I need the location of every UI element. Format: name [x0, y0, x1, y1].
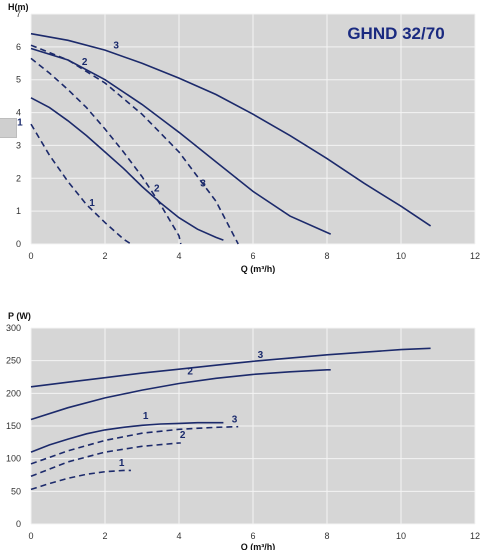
x-tick-label: 8	[324, 531, 329, 541]
x-tick-label: 2	[102, 251, 107, 261]
curve-label: 3	[200, 179, 206, 190]
y-tick-label: 4	[16, 108, 21, 118]
x-tick-label: 4	[176, 531, 181, 541]
curve-3-solid	[30, 347, 431, 388]
y-tick-label: 0	[16, 239, 21, 249]
y-tick-label: 6	[16, 42, 21, 52]
curve-3-dashed	[30, 44, 239, 245]
curve-label: 3	[113, 41, 119, 52]
x-tick-label: 0	[28, 531, 33, 541]
y-tick-label: 200	[6, 388, 21, 398]
y-tick-label: 3	[16, 140, 21, 150]
curve-2-solid	[30, 47, 332, 235]
curve-1-solid	[30, 421, 224, 453]
curve-label: 2	[187, 366, 193, 377]
x-tick-label: 8	[324, 251, 329, 261]
x-tick-label: 6	[250, 531, 255, 541]
x-tick-label: 4	[176, 251, 181, 261]
x-tick-label: 12	[470, 531, 480, 541]
side-panel-tab[interactable]	[0, 118, 17, 138]
curve-label: 2	[154, 183, 160, 194]
x-tick-label: 12	[470, 251, 480, 261]
y-tick-label: 2	[16, 173, 21, 183]
y-tick-label: 0	[16, 519, 21, 529]
curve-2-solid	[30, 369, 331, 421]
power-x-axis-label: Q (m³/h)	[241, 542, 276, 550]
curve-label: 3	[232, 415, 238, 426]
y-tick-label: 7	[16, 9, 21, 19]
curve-label: 1	[89, 198, 95, 209]
curve-2-dashed	[30, 57, 182, 245]
x-tick-label: 10	[396, 531, 406, 541]
power-curves: 3 2 1 3 2 1	[30, 347, 431, 491]
curve-2-dashed	[30, 442, 181, 478]
curve-3-dashed	[30, 425, 239, 465]
head-curves: 1 2 3 1 2 3	[17, 32, 432, 245]
y-tick-label: 5	[16, 75, 21, 85]
x-tick-label: 6	[250, 251, 255, 261]
power-y-axis-label: P (W)	[8, 311, 31, 321]
y-tick-label: 300	[6, 323, 21, 333]
chart-title: GHND 32/70	[347, 24, 444, 43]
curve-label: 3	[258, 350, 264, 361]
y-tick-label: 250	[6, 356, 21, 366]
head-x-axis-label: Q (m³/h)	[241, 264, 276, 274]
curve-1-dashed	[30, 469, 131, 491]
curve-label: 2	[82, 57, 88, 68]
x-tick-label: 0	[28, 251, 33, 261]
curve-label: 1	[143, 411, 149, 422]
curve-label: 1	[119, 458, 125, 469]
curve-3-solid	[30, 32, 432, 227]
curve-label: 1	[17, 118, 23, 129]
power-chart: 3 2 1 3 2 1 0 2 4 6 8 10 12 0 50 100 150 200 250 300 P (W)…	[6, 311, 480, 550]
y-tick-label: 150	[6, 421, 21, 431]
y-tick-label: 50	[11, 486, 21, 496]
curve-label: 2	[180, 430, 186, 441]
y-tick-label: 1	[16, 206, 21, 216]
head-grid	[30, 13, 476, 245]
x-tick-label: 10	[396, 251, 406, 261]
head-y-axis-label: H(m)	[8, 2, 29, 12]
x-tick-label: 2	[102, 531, 107, 541]
curve-1-solid	[30, 97, 224, 241]
y-tick-label: 100	[6, 454, 21, 464]
